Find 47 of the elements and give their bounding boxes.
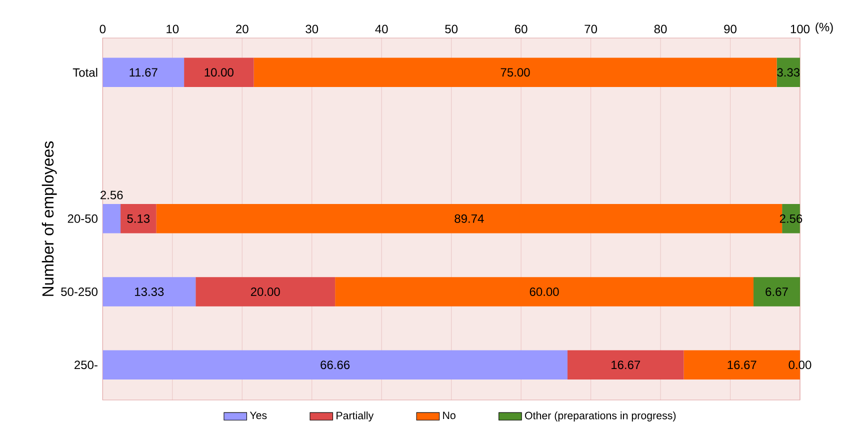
x-tick-label: 100 — [790, 24, 810, 34]
bar — [184, 58, 254, 87]
x-tick-label: 60 — [515, 24, 528, 34]
bar — [776, 58, 800, 87]
y-tick-label: 50-250 — [61, 288, 98, 296]
data-label: 89.74 — [454, 214, 484, 223]
data-label: 3.33 — [777, 68, 800, 77]
data-label: 13.33 — [135, 288, 164, 296]
y-tick-label: 20-50 — [68, 214, 98, 223]
x-tick-label: 70 — [584, 24, 598, 34]
legend-label: No — [443, 412, 456, 420]
bar — [102, 58, 184, 87]
x-tick-label: 50 — [445, 24, 458, 34]
x-tick-label: 10 — [166, 24, 179, 34]
data-label: 6.67 — [766, 288, 788, 296]
bar — [335, 277, 754, 306]
x-tick-label: 90 — [724, 24, 736, 34]
y-tick-label: Total — [72, 68, 98, 77]
y-tick-label: 250- — [74, 360, 98, 370]
x-tick-label: 0 — [100, 24, 106, 34]
bar — [568, 350, 684, 380]
bar — [196, 277, 336, 306]
legend-label: Partially — [336, 411, 374, 422]
data-label: 16.67 — [612, 360, 640, 370]
legend-label: Other (preparations in progress) — [525, 411, 676, 422]
bar — [254, 58, 777, 87]
data-label: 60.00 — [530, 288, 559, 296]
bar — [753, 277, 800, 306]
bar — [102, 277, 196, 306]
legend-label: Yes — [250, 412, 267, 420]
data-label: 66.66 — [320, 360, 350, 370]
x-tick-label: 40 — [375, 24, 388, 34]
data-label: 16.67 — [728, 360, 756, 370]
bar — [102, 204, 121, 234]
y-axis-title: Number of employees — [42, 141, 57, 296]
data-label: 10.00 — [204, 68, 234, 77]
data-label: 20.00 — [250, 288, 280, 296]
data-label: 2.56 — [100, 190, 123, 200]
data-label: 11.67 — [130, 68, 158, 77]
x-tick-label: 20 — [236, 24, 248, 34]
x-tick-label: 80 — [654, 24, 667, 34]
bar — [102, 350, 568, 380]
data-label: 75.00 — [500, 68, 530, 77]
x-tick-label: 30 — [306, 24, 318, 34]
bar — [120, 204, 156, 234]
data-label: 5.13 — [127, 214, 150, 223]
x-axis-title: (%) — [816, 22, 833, 34]
